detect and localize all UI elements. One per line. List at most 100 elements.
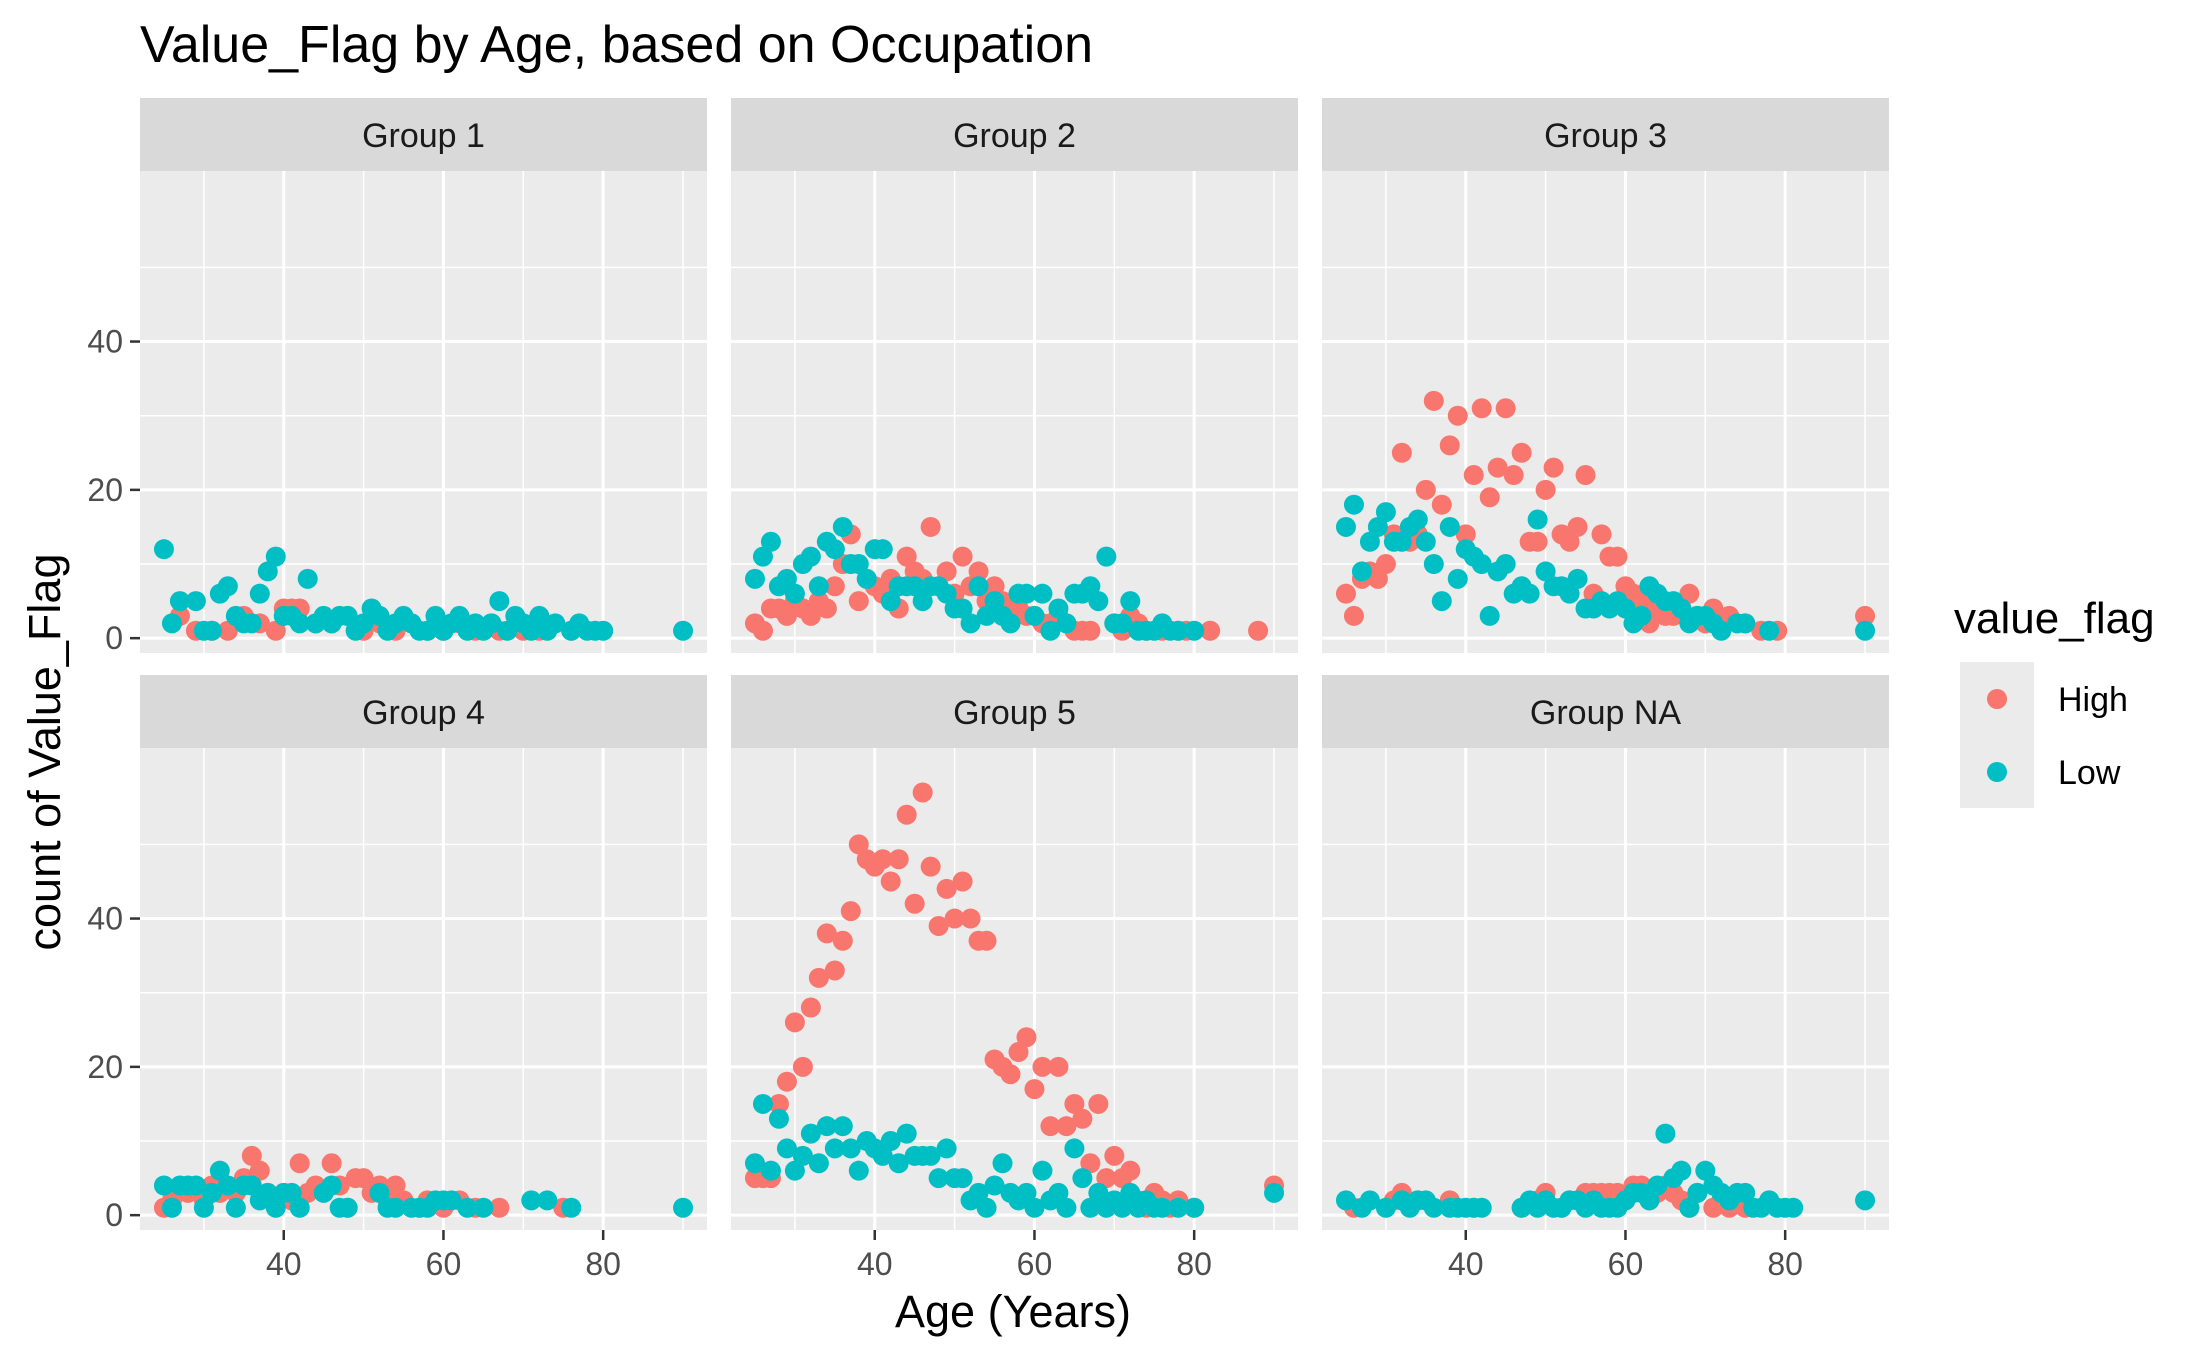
data-point [1631,591,1652,612]
data-point [896,546,917,567]
data-point [976,605,997,626]
data-point [848,834,869,855]
x-axis-title: Age (Years) [895,1286,1131,1337]
data-point [832,1116,853,1137]
data-point [936,583,957,604]
data-point [1479,487,1500,508]
data-point [816,598,837,619]
data-point [1471,398,1492,419]
data-point [425,605,446,626]
data-point [673,1197,694,1218]
data-point [185,591,206,612]
data-point [1471,1197,1492,1218]
data-point [1455,524,1476,545]
data-point [1415,531,1436,552]
data-point [1535,561,1556,582]
data-point [1495,554,1516,575]
data-point [1056,1197,1077,1218]
data-point [784,583,805,604]
data-point [1184,620,1205,641]
data-point [1519,583,1540,604]
data-point [872,539,893,560]
data-point [1359,531,1380,552]
data-point [185,1175,206,1196]
data-point [489,1197,510,1218]
data-point [1120,1160,1141,1181]
data-point [824,539,845,560]
data-point [1535,479,1556,500]
data-point [1024,605,1045,626]
data-point [201,620,222,641]
data-point [784,1012,805,1033]
data-point [1655,1123,1676,1144]
data-point [497,620,518,641]
data-point [1048,1056,1069,1077]
data-point [1024,1079,1045,1100]
data-point [776,1138,797,1159]
facet-strip-label: Group 2 [953,117,1076,155]
data-point [776,568,797,589]
facet-strip-label: Group 5 [953,694,1076,732]
data-point [984,591,1005,612]
data-point [1088,1182,1109,1203]
legend-label: Low [2058,754,2121,792]
data-point [824,1138,845,1159]
data-point [920,856,941,877]
data-point [872,1145,893,1166]
data-point [1543,457,1564,478]
data-point [289,1153,310,1174]
data-point [800,997,821,1018]
data-point [241,1145,262,1166]
data-point [1096,546,1117,567]
data-point [1391,442,1412,463]
data-point [161,613,182,634]
y-tick-label: 0 [105,620,123,656]
data-point [153,539,174,560]
x-tick-label: 60 [426,1246,462,1282]
data-point [800,605,821,626]
data-point [936,1138,957,1159]
facet-strip [1322,675,1889,748]
data-point [537,1190,558,1211]
data-point [545,613,566,634]
data-point [1375,1197,1396,1218]
data-point [1855,605,1876,626]
data-point [1431,591,1452,612]
panel-background [140,171,707,653]
data-point [888,849,909,870]
data-point [880,591,901,612]
y-tick-label: 20 [87,472,123,508]
data-point [1056,613,1077,634]
legend-label: High [2058,681,2128,719]
data-point [920,516,941,537]
data-point [800,546,821,567]
data-point [992,1153,1013,1174]
data-point [241,613,262,634]
data-point [760,531,781,552]
data-point [1415,479,1436,500]
data-point [1367,568,1388,589]
data-point [984,576,1005,597]
facet-strip-label: Group 4 [362,694,485,732]
data-point [952,598,973,619]
data-point [816,923,837,944]
data-point [1391,531,1412,552]
data-point [1016,583,1037,604]
data-point [1647,1175,1668,1196]
legend-key-background [1960,662,2034,808]
legend-key [1987,762,2007,782]
data-point [417,620,438,641]
data-point [385,1197,406,1218]
data-point [760,1160,781,1181]
data-point [257,561,278,582]
data-point [880,871,901,892]
data-point [848,1160,869,1181]
facet-strip [1322,98,1889,171]
data-point [1591,524,1612,545]
data-point [161,1197,182,1218]
data-point [832,516,853,537]
data-point [241,1175,262,1196]
data-point [1000,613,1021,634]
data-point [920,1145,941,1166]
data-point [1855,620,1876,641]
